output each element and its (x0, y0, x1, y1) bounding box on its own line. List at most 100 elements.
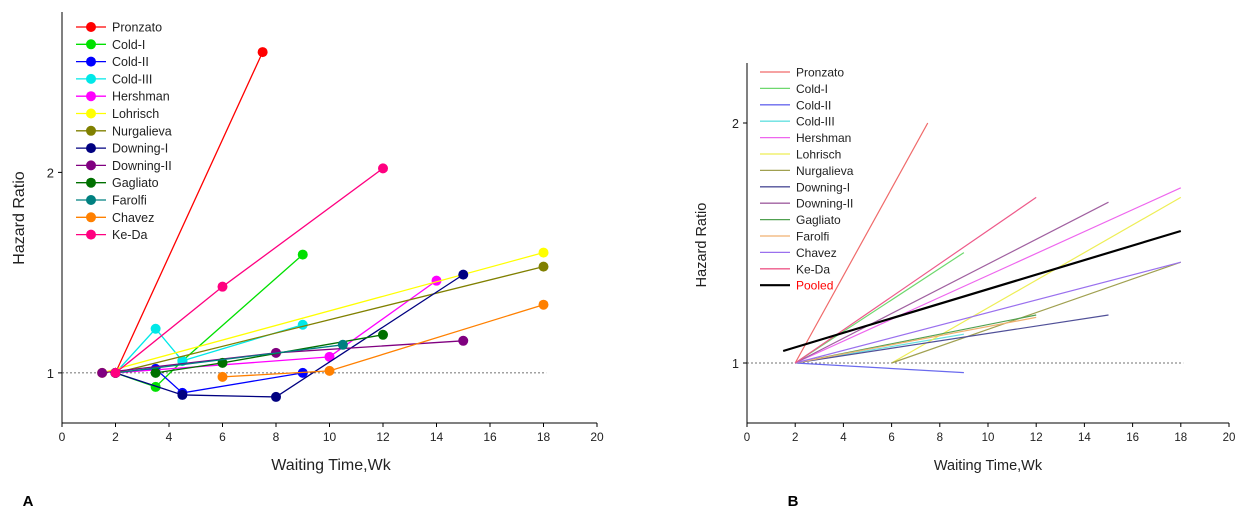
data-point (97, 367, 108, 378)
legend-label: Nurgalieva (112, 124, 172, 138)
series-chavez (217, 299, 549, 382)
legend-label: Lohrisch (796, 148, 841, 162)
series-chavez (795, 261, 1181, 364)
data-point (378, 163, 388, 174)
legend-label: Downing-I (112, 142, 168, 156)
data-point (297, 249, 308, 260)
x-axis-label: Waiting Time,Wk (271, 457, 391, 474)
legend-marker (86, 39, 96, 50)
series-line (795, 362, 964, 374)
data-point (538, 261, 549, 272)
series-line (795, 316, 1037, 364)
series-line (891, 196, 1182, 364)
legend-label: Ke-Da (112, 228, 147, 242)
x-tick-label: 10 (323, 430, 337, 444)
series-cold-i (794, 252, 965, 364)
data-point (458, 269, 469, 280)
legend-label: Nurgalieva (796, 164, 854, 178)
legend-marker (86, 212, 96, 223)
data-point (431, 275, 442, 286)
series-line (794, 187, 1182, 364)
legend-label: Downing-II (796, 197, 853, 211)
series-farolfi (795, 316, 1037, 364)
x-tick-label: 20 (590, 430, 604, 444)
series-line (222, 304, 544, 378)
legend-label: Cold-I (796, 82, 828, 96)
data-point (217, 281, 228, 292)
series-line (891, 261, 1181, 364)
data-point (217, 371, 228, 382)
legend-marker (86, 160, 96, 171)
legend-label: Chavez (112, 211, 154, 225)
panel-label: B (788, 493, 799, 510)
legend-marker (86, 177, 96, 188)
x-tick-label: 4 (166, 430, 173, 444)
legend-marker (86, 56, 96, 67)
y-tick-label: 2 (47, 165, 54, 180)
legend-label: Farolfi (796, 230, 829, 244)
x-tick-label: 4 (840, 432, 847, 444)
legend-label: Downing-I (796, 180, 850, 194)
series-cold-ii (795, 362, 964, 374)
legend-label: Pronzato (796, 66, 844, 80)
series-line (101, 251, 544, 374)
legend-label: Ke-Da (796, 262, 830, 276)
x-tick-label: 8 (273, 430, 280, 444)
series-hershman (794, 187, 1182, 364)
y-tick-label: 1 (47, 366, 54, 381)
series-lohrisch (891, 196, 1182, 364)
legend-label: Lohrisch (112, 107, 159, 121)
series-line (115, 254, 304, 388)
series-downing-i (110, 269, 469, 402)
series-line (795, 261, 1181, 364)
x-tick-label: 14 (1078, 432, 1091, 444)
data-point (177, 389, 188, 400)
data-point (324, 365, 335, 376)
series-pooled (782, 229, 1182, 353)
series-ke-da (110, 163, 388, 378)
series-line (782, 229, 1182, 353)
x-tick-label: 20 (1223, 432, 1236, 444)
x-tick-label: 2 (792, 432, 798, 444)
x-tick-label: 6 (219, 430, 226, 444)
series-line (115, 274, 464, 398)
series-line (794, 122, 929, 364)
x-tick-label: 18 (537, 430, 551, 444)
legend-label: Gagliato (112, 176, 159, 190)
y-axis-label: Hazard Ratio (694, 203, 710, 288)
legend-marker (86, 108, 96, 119)
legend-label: Cold-II (112, 55, 149, 69)
data-point (458, 335, 469, 346)
data-point (257, 47, 268, 58)
data-point (297, 319, 308, 330)
legend-label: Hershman (112, 90, 170, 104)
series-line (115, 344, 343, 374)
x-tick-label: 0 (59, 430, 66, 444)
data-point (150, 367, 161, 378)
data-point (150, 381, 161, 392)
legend-label: Gagliato (796, 213, 841, 227)
data-point (337, 339, 348, 350)
legend-label: Cold-I (112, 38, 145, 52)
series-pronzato (794, 122, 929, 364)
series-line (794, 201, 1109, 364)
data-point (538, 299, 549, 310)
x-tick-label: 0 (744, 432, 750, 444)
legend-marker (86, 73, 96, 84)
x-tick-label: 12 (376, 430, 390, 444)
x-tick-label: 16 (1126, 432, 1139, 444)
legend-label: Hershman (796, 131, 851, 145)
y-axis-label: Hazard Ratio (11, 171, 28, 264)
data-point (110, 367, 121, 378)
series-lohrisch (97, 247, 549, 378)
x-tick-label: 16 (483, 430, 497, 444)
legend-marker (86, 91, 96, 102)
series-line (115, 265, 544, 374)
data-point (538, 247, 549, 258)
x-tick-label: 14 (430, 430, 444, 444)
y-tick-label: 1 (732, 357, 739, 371)
legend-marker (86, 229, 96, 240)
x-tick-label: 10 (982, 432, 995, 444)
data-point (324, 351, 335, 362)
